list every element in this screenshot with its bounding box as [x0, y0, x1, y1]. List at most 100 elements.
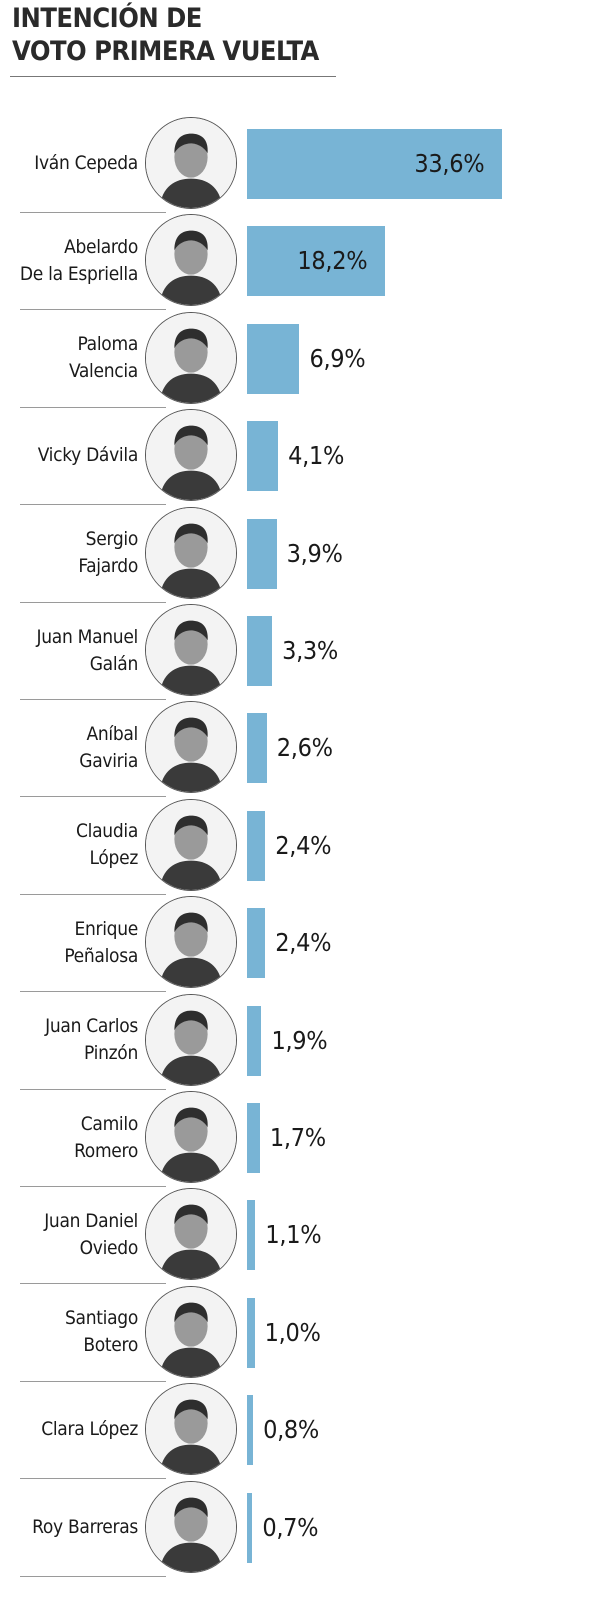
candidate-name-line: Gaviria — [79, 749, 138, 772]
person-silhouette-icon — [146, 605, 236, 695]
candidate-name-line: Aníbal — [86, 722, 138, 745]
candidate-name-line: De la Espriella — [19, 262, 138, 285]
bar — [247, 616, 273, 686]
candidate-name-line: López — [89, 847, 139, 870]
candidate-name-line: Vicky Dávila — [37, 444, 139, 467]
candidate-name: Claudia López — [0, 796, 138, 895]
data-label: 0,7% — [262, 1512, 319, 1542]
row-divider — [20, 309, 166, 311]
chart-row: Aníbal Gaviria 2,6% — [0, 698, 594, 798]
row-divider — [20, 601, 166, 603]
candidate-photo — [145, 993, 237, 1086]
data-label: 3,3% — [282, 636, 339, 665]
person-silhouette-icon — [146, 1481, 236, 1572]
row-divider — [20, 1575, 166, 1577]
chart-row: Enrique Peñalosa 2,4% — [0, 893, 594, 993]
person-silhouette-icon — [146, 994, 236, 1085]
candidate-photo — [145, 1188, 237, 1281]
data-label: 2,4% — [275, 928, 332, 958]
candidate-photo — [145, 1480, 237, 1573]
data-label: 3,9% — [286, 538, 343, 568]
chart-title-line-1: INTENCIÓN DE — [12, 3, 202, 34]
candidate-photo — [145, 701, 237, 794]
bar — [247, 908, 266, 979]
candidate-name-line: Valencia — [68, 360, 138, 383]
row-divider — [20, 796, 166, 798]
bar — [247, 421, 279, 492]
data-label: 1,1% — [265, 1220, 322, 1250]
candidate-name-line: Juan Manuel — [36, 625, 139, 648]
candidate-photo — [145, 798, 237, 891]
person-silhouette-icon — [146, 897, 236, 988]
row-divider — [20, 1380, 166, 1382]
candidate-name: Santiago Botero — [0, 1283, 138, 1382]
person-silhouette-icon — [146, 410, 236, 501]
data-label: 4,1% — [288, 441, 345, 471]
bar — [247, 1297, 255, 1368]
row-divider — [20, 406, 166, 408]
person-silhouette-icon — [146, 312, 236, 403]
candidate-name-line: Pinzón — [84, 1042, 138, 1065]
candidate-name: Paloma Valencia — [0, 309, 138, 408]
chart-row: Juan Daniel Oviedo 1,1% — [0, 1185, 594, 1285]
bar — [247, 713, 267, 784]
candidate-name-line: Abelardo — [64, 235, 138, 258]
candidate-name-line: Camilo — [80, 1112, 139, 1135]
data-label: 2,6% — [276, 733, 333, 763]
candidate-name-line: Oviedo — [79, 1236, 139, 1259]
candidate-name-line: Roy Barreras — [32, 1515, 138, 1538]
candidate-name: Aníbal Gaviria — [0, 698, 138, 797]
candidate-photo — [145, 311, 237, 404]
candidate-name: Juan Daniel Oviedo — [0, 1185, 138, 1284]
data-label: 0,8% — [263, 1415, 320, 1445]
chart-row: Claudia López 2,4% — [0, 796, 594, 895]
chart-row: Roy Barreras 0,7% — [0, 1478, 594, 1577]
bar — [247, 1005, 262, 1076]
candidate-photo — [145, 117, 237, 209]
person-silhouette-icon — [146, 118, 236, 208]
candidate-photo — [145, 409, 237, 502]
chart-title: INTENCIÓN DE VOTO PRIMERA VUELTA — [12, 2, 319, 68]
candidate-name-line: Enrique — [74, 917, 138, 940]
candidate-name-line: Romero — [74, 1139, 138, 1162]
row-divider — [20, 1088, 166, 1090]
chart-row: Vicky Dávila 4,1% — [0, 406, 594, 506]
row-divider — [20, 699, 166, 700]
candidate-name: Camilo Romero — [0, 1088, 138, 1187]
bar — [247, 1103, 260, 1173]
candidate-name: Abelardo De la Espriella — [0, 211, 138, 310]
chart-row: Paloma Valencia 6,9% — [0, 309, 594, 408]
candidate-name-line: Paloma — [77, 333, 139, 356]
candidate-name-line: Juan Daniel — [44, 1209, 138, 1232]
candidate-name-line: Claudia — [76, 820, 138, 843]
candidate-name-line: Clara López — [41, 1418, 138, 1441]
candidate-name-line: Galán — [89, 652, 139, 675]
data-label: 18,2% — [297, 246, 368, 276]
bar — [247, 226, 386, 297]
data-label: 33,6% — [414, 149, 485, 178]
candidate-photo — [145, 1091, 237, 1183]
row-divider — [20, 991, 166, 993]
bar — [247, 810, 266, 881]
candidate-photo — [145, 214, 237, 307]
row-divider — [20, 1283, 166, 1285]
candidate-name-line: Sergio — [85, 528, 139, 551]
candidate-name: Juan Manuel Galán — [0, 601, 139, 700]
bar — [247, 323, 300, 394]
candidate-name: Roy Barreras — [0, 1478, 138, 1577]
title-underline — [10, 76, 336, 77]
candidate-photo — [145, 1383, 237, 1476]
candidate-name-line: Santiago — [65, 1307, 138, 1330]
candidate-name: Vicky Dávila — [0, 406, 139, 505]
data-label: 1,0% — [264, 1317, 321, 1347]
person-silhouette-icon — [146, 1092, 236, 1182]
candidate-name-line: Iván Cepeda — [34, 152, 138, 174]
candidate-photo — [145, 896, 237, 989]
chart-row: Abelardo De la Espriella 18,2% — [0, 211, 594, 311]
chart-title-line-2: VOTO PRIMERA VUELTA — [12, 36, 319, 67]
candidate-photo — [145, 604, 237, 696]
candidate-name-line: Peñalosa — [64, 944, 138, 967]
person-silhouette-icon — [146, 507, 236, 598]
bar — [247, 129, 503, 199]
candidate-photo — [145, 506, 237, 599]
